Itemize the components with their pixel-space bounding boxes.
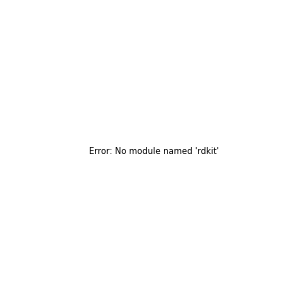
Text: Error: No module named 'rdkit': Error: No module named 'rdkit'	[89, 147, 219, 156]
